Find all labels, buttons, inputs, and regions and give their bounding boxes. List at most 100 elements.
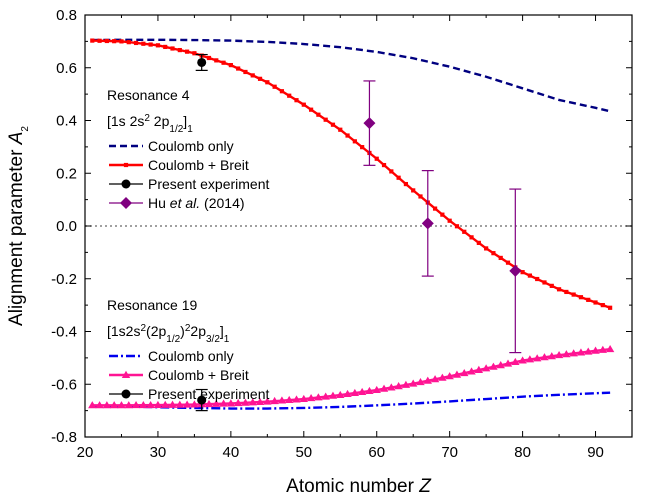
series-marker xyxy=(219,399,228,407)
y-axis-title: Alignment parameter A2 xyxy=(6,126,31,326)
series-marker xyxy=(484,246,489,251)
series-marker xyxy=(250,73,255,78)
series-marker xyxy=(556,287,562,292)
x-tick-label: 80 xyxy=(514,444,531,461)
y-tick-label: 0.4 xyxy=(56,113,77,130)
series-marker xyxy=(409,379,418,387)
series-marker xyxy=(564,289,569,295)
series-marker xyxy=(467,367,476,375)
legend-config-part: 1 xyxy=(224,334,230,345)
series-1 xyxy=(90,38,613,310)
series-marker xyxy=(608,305,613,310)
series-marker xyxy=(336,390,345,399)
legend-label-part: Hu xyxy=(148,195,170,211)
series-marker xyxy=(279,89,285,94)
series-marker xyxy=(432,206,438,211)
series-marker xyxy=(571,292,576,297)
series-marker xyxy=(374,156,379,161)
x-tick-label: 60 xyxy=(368,444,385,461)
legend-label: Coulomb only xyxy=(148,138,234,154)
series-marker xyxy=(139,400,148,409)
series-marker xyxy=(584,347,593,355)
series-marker xyxy=(323,117,328,122)
series-marker xyxy=(447,218,452,223)
series-marker xyxy=(321,392,330,400)
series-marker xyxy=(338,127,343,132)
y-tick-label: -0.8 xyxy=(51,429,77,446)
series-marker xyxy=(489,362,498,370)
series-marker xyxy=(146,400,155,409)
legend-config-part: 1 xyxy=(187,124,193,135)
series-marker xyxy=(401,380,411,388)
series-marker xyxy=(503,359,513,367)
series-marker xyxy=(481,364,491,372)
series-marker xyxy=(540,353,549,361)
series-marker xyxy=(491,251,496,256)
y-tick-label: 0.0 xyxy=(56,218,77,235)
legend-config-part: [1s2s xyxy=(107,323,140,339)
series-marker xyxy=(394,382,403,390)
series-marker xyxy=(243,69,248,75)
series-marker xyxy=(131,401,141,409)
series-marker xyxy=(476,240,481,245)
series-line xyxy=(92,39,611,309)
series-marker xyxy=(330,122,336,127)
series-marker xyxy=(272,84,277,89)
legend-label-part: (2014) xyxy=(200,195,244,211)
series-marker xyxy=(496,361,505,369)
series-marker xyxy=(292,395,301,403)
legend-config-part: 2 xyxy=(140,323,146,334)
series-marker xyxy=(299,394,308,402)
series-marker xyxy=(270,396,279,405)
series-marker xyxy=(124,401,133,409)
series-marker xyxy=(452,370,462,378)
legend-config-part: 2p xyxy=(190,323,206,339)
legend-config-part: 2 xyxy=(185,323,191,334)
series-marker xyxy=(430,375,440,383)
series-marker xyxy=(117,401,126,409)
series-marker xyxy=(112,39,117,44)
series-marker xyxy=(109,401,119,409)
legend-swatch-marker xyxy=(121,370,131,378)
series-marker xyxy=(204,399,214,408)
series-marker xyxy=(161,400,170,408)
legend-swatch-marker xyxy=(120,197,132,209)
legend-label: Present experiment xyxy=(148,386,270,402)
series-marker xyxy=(126,40,131,45)
series-marker xyxy=(535,276,540,282)
series-marker xyxy=(387,383,396,391)
legend-config-part: ] xyxy=(220,323,224,339)
y-tick-label: -0.2 xyxy=(51,271,77,288)
series-marker xyxy=(578,295,584,300)
legend-config-part: 3/2 xyxy=(206,334,220,345)
series-marker xyxy=(586,297,591,302)
series-marker xyxy=(285,395,294,404)
legend-group-config: [1s2s2(2p1/2)22p3/2]1 xyxy=(107,323,230,345)
series-marker xyxy=(593,300,598,305)
series-marker xyxy=(236,66,241,71)
series-marker xyxy=(148,42,153,47)
series-marker xyxy=(287,93,292,98)
series-marker xyxy=(440,212,445,217)
series-marker xyxy=(511,357,520,366)
series-marker xyxy=(554,351,564,359)
series-2 xyxy=(195,53,208,71)
ticks-layer: 20 30 40 50 60 70 80 90 -0.8 -0.6 -0.4 -0.2 0.0 0.2 0.… xyxy=(51,7,632,461)
legend-config-part: [1s 2s xyxy=(107,113,144,129)
x-tick-label: 30 xyxy=(150,444,167,461)
series-marker xyxy=(343,389,352,398)
y-tick-label: 0.2 xyxy=(56,165,77,182)
y-tick-label: -0.6 xyxy=(51,376,77,393)
series-marker xyxy=(141,41,146,46)
y-axis-title-part: Alignment parameter xyxy=(6,144,27,326)
legend-config-part: ) xyxy=(180,323,185,339)
legend-swatch-marker xyxy=(123,162,129,168)
series-marker xyxy=(308,107,314,112)
series-6 xyxy=(195,388,208,412)
series-marker xyxy=(226,399,236,407)
series-marker xyxy=(598,345,608,353)
data-point xyxy=(421,217,434,230)
series-marker xyxy=(549,283,554,288)
